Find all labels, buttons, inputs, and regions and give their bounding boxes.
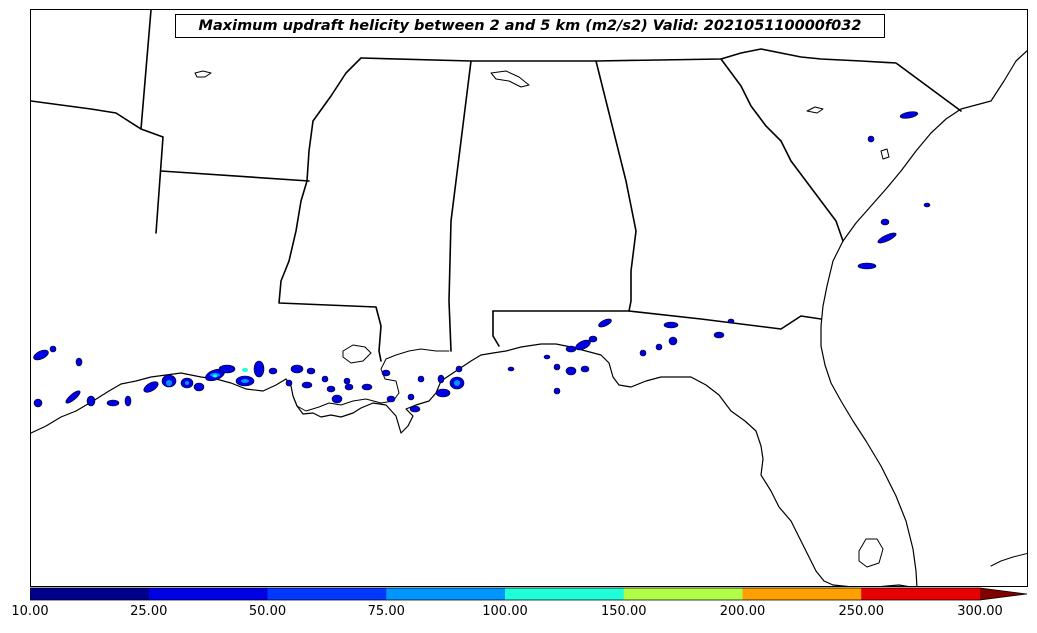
colorbar-bin <box>861 588 981 600</box>
colorbar-tick-label: 50.00 <box>248 604 287 619</box>
map-frame <box>30 9 1028 587</box>
carolina-inlet <box>880 148 890 160</box>
colorbar-bin <box>623 588 743 600</box>
florida-east-coast <box>820 50 1027 586</box>
colorbar-bin <box>742 588 862 600</box>
colorbar-tick-label: 100.00 <box>482 604 528 619</box>
colorbar-extend-arrow <box>980 588 1027 600</box>
lake-okeechobee <box>858 538 884 568</box>
colorbar-tick-label: 10.00 <box>11 604 49 619</box>
colorbar-tick-label: 25.00 <box>130 604 168 619</box>
colorbar-bin <box>505 588 625 600</box>
colorbar-tick-label: 250.00 <box>838 604 885 619</box>
colorbar-tick-label: 200.00 <box>719 604 766 619</box>
colorbar-tick-label: 150.00 <box>601 604 647 619</box>
helicity-swaths <box>33 111 931 413</box>
gulf-coastline <box>31 343 909 586</box>
louisiana-bayou <box>292 348 450 412</box>
tennessee-river <box>490 70 530 88</box>
state-borders <box>31 10 962 362</box>
colorbar-bin <box>386 588 506 600</box>
lake-pontchartrain <box>342 344 372 364</box>
lake-marion <box>806 106 824 114</box>
colorbar-outline <box>30 587 1028 601</box>
colorbar-tick-label: 75.00 <box>367 604 405 619</box>
colorbar-labels: 10.00 25.00 50.00 75.00 100.00 150.00 200.00 25… <box>0 604 1037 624</box>
colorbar-bin <box>267 588 387 600</box>
florida-keys <box>990 552 1027 567</box>
colorbar-bin <box>148 588 268 600</box>
map-title: Maximum updraft helicity between 2 and 5… <box>175 14 885 38</box>
colorbar <box>30 587 1028 601</box>
reelfoot-lake <box>194 70 212 78</box>
colorbar-bin <box>30 588 150 600</box>
colorbar-tick-label: 300.00 <box>957 604 1003 619</box>
map-svg <box>31 10 1027 586</box>
